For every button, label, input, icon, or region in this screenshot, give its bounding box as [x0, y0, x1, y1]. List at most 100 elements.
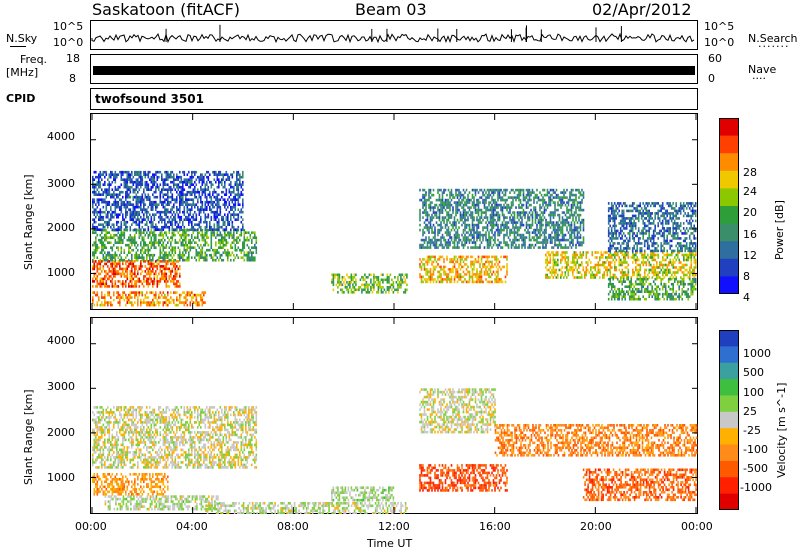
xtick-1: 04:00: [176, 520, 208, 533]
velocity-cbar-swatch: [719, 444, 739, 462]
station-title: Saskatoon (fitACF): [92, 0, 241, 19]
nsky-tick-top: 10^5: [53, 20, 84, 33]
power-cbar-swatch: [719, 118, 739, 137]
velocity-cbar-swatch: [719, 330, 739, 347]
velocity-ytick-4000: 4000: [47, 334, 75, 347]
nave-label: Nave: [748, 63, 777, 76]
freq-trace: [93, 66, 695, 75]
date-title: 02/Apr/2012: [592, 0, 692, 19]
power-cbar-swatch: [719, 153, 739, 172]
power-ytick-2000: 2000: [47, 221, 75, 234]
cpid-label: CPID: [6, 92, 36, 105]
power-ytick-1000: 1000: [47, 266, 75, 279]
power-cbar-swatch: [719, 258, 739, 277]
freq-tick-bottom: 8: [69, 72, 76, 85]
power-band: [92, 260, 181, 288]
nsky-legend-line: [10, 46, 26, 47]
freq-label: Freq.: [20, 53, 48, 66]
nsearch-tick-bottom: 10^0: [704, 36, 735, 49]
velocity-band: [419, 464, 508, 492]
nave-tick-top: 60: [708, 52, 722, 65]
xtick-6: 00:00: [681, 520, 713, 533]
power-ytick-4000: 4000: [47, 130, 75, 143]
nave-legend-dots: ····: [752, 72, 766, 85]
velocity-cbar-tick-m25: -25: [743, 424, 761, 437]
velocity-plot: [90, 317, 698, 514]
velocity-ytick-2000: 2000: [47, 426, 75, 439]
power-band: [607, 202, 697, 253]
velocity-cbar-tick-500: 500: [743, 366, 764, 379]
power-band: [92, 170, 244, 231]
power-cbar-tick-28: 28: [743, 166, 757, 179]
power-cbar-label: Power [dB]: [773, 200, 786, 260]
velocity-cbar-swatch: [719, 395, 739, 413]
power-band: [545, 251, 697, 279]
power-ylabel: Slant Range [km]: [22, 174, 35, 270]
freq-strip: [90, 54, 698, 84]
velocity-cbar-swatch: [719, 346, 739, 364]
velocity-cbar-tick-1000: 1000: [743, 347, 771, 360]
velocity-cbar-swatch: [719, 493, 739, 510]
power-cbar-tick-24: 24: [743, 185, 757, 198]
xaxis-label: Time UT: [367, 537, 413, 550]
cpid-strip: twofsound 3501: [90, 88, 698, 110]
power-plot: [90, 113, 698, 310]
nsky-label: N.Sky: [6, 32, 38, 45]
power-band: [607, 277, 697, 301]
velocity-cbar-tick-m1000: -1000: [740, 481, 772, 494]
velocity-cbar-swatch: [719, 362, 739, 380]
freq-unit: [MHz]: [6, 66, 39, 79]
velocity-ylabel: Slant Range [km]: [22, 389, 35, 485]
nsky-strip: [90, 20, 698, 50]
power-band: [92, 291, 207, 307]
velocity-band: [92, 406, 258, 469]
velocity-band: [494, 424, 698, 457]
velocity-band: [205, 502, 408, 514]
xtick-3: 12:00: [378, 520, 410, 533]
velocity-cbar-swatch: [719, 460, 739, 478]
power-cbar-swatch: [719, 170, 739, 189]
beam-title: Beam 03: [355, 0, 427, 19]
velocity-cbar-swatch: [719, 428, 739, 446]
power-cbar-swatch: [719, 188, 739, 207]
xtick-5: 20:00: [580, 520, 612, 533]
power-cbar-swatch: [719, 223, 739, 242]
velocity-cbar-swatch: [719, 411, 739, 429]
power-band: [92, 228, 258, 262]
velocity-band: [92, 473, 169, 496]
power-cbar-swatch: [719, 241, 739, 260]
velocity-cbar-tick-25: 25: [743, 405, 757, 418]
power-colorbar: [719, 118, 739, 294]
velocity-cbar-tick-100: 100: [743, 386, 764, 399]
nave-tick-bottom: 0: [708, 72, 715, 85]
freq-tick-top: 18: [66, 52, 80, 65]
velocity-cbar-label: Velocity [m s^-1]: [775, 382, 788, 478]
velocity-band: [331, 486, 395, 502]
nsearch-tick-top: 10^5: [704, 20, 735, 33]
power-cbar-swatch: [719, 206, 739, 225]
xtick-4: 16:00: [479, 520, 511, 533]
power-cbar-swatch: [719, 135, 739, 154]
nsky-tick-bottom: 10^0: [53, 36, 84, 49]
power-cbar-frame: [719, 118, 739, 294]
power-band: [419, 255, 508, 284]
nsearch-legend-dots: ·······: [758, 40, 790, 53]
power-band: [419, 188, 585, 249]
velocity-band: [582, 468, 697, 502]
velocity-cbar-frame: [719, 330, 739, 510]
velocity-cbar-swatch: [719, 379, 739, 396]
power-cbar-tick-12: 12: [743, 249, 757, 262]
velocity-cbar-tick-m500: -500: [743, 462, 768, 475]
nsearch-label: N.Search: [748, 32, 798, 45]
cpid-value: twofsound 3501: [95, 92, 204, 106]
nsky-line: [91, 32, 695, 44]
power-ytick-3000: 3000: [47, 177, 75, 190]
power-cbar-swatch: [719, 276, 739, 294]
velocity-cbar-swatch: [719, 477, 739, 495]
power-cbar-tick-4: 4: [743, 291, 750, 304]
xtick-2: 08:00: [277, 520, 309, 533]
power-cbar-tick-20: 20: [743, 206, 757, 219]
velocity-ytick-3000: 3000: [47, 380, 75, 393]
velocity-band: [104, 495, 219, 511]
velocity-colorbar: [719, 330, 739, 510]
